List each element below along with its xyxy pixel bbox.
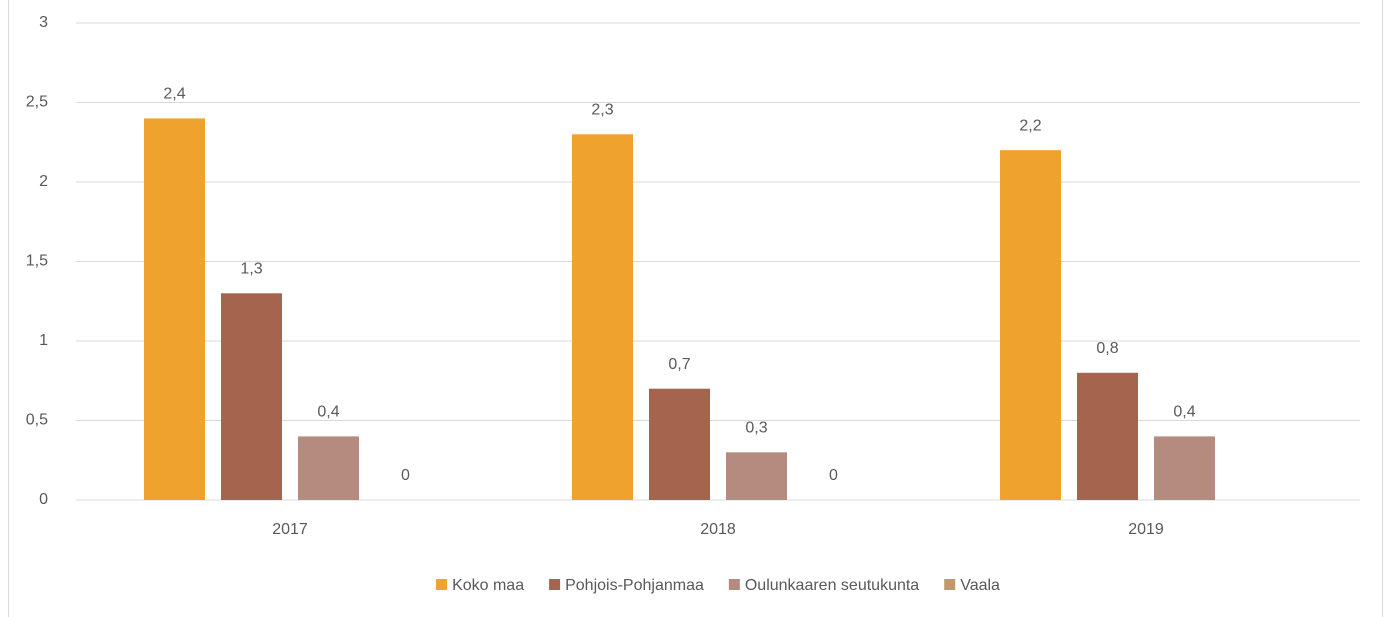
bar xyxy=(144,118,205,501)
bar xyxy=(649,388,710,500)
data-label: 0 xyxy=(401,467,410,484)
x-tick-label: 2018 xyxy=(700,521,736,538)
y-tick-label: 0 xyxy=(39,491,48,508)
y-tick-label: 2,5 xyxy=(26,94,48,111)
bar xyxy=(726,452,787,500)
x-tick-label: 2019 xyxy=(1128,521,1164,538)
data-label: 2,3 xyxy=(591,102,613,119)
data-label: 0,7 xyxy=(668,356,690,373)
data-label: 0,4 xyxy=(317,404,339,421)
bar xyxy=(1154,436,1215,500)
bar xyxy=(298,436,359,500)
legend-swatch xyxy=(944,579,956,590)
legend-label: Vaala xyxy=(960,577,1000,594)
bar xyxy=(1077,372,1138,500)
data-label: 0,3 xyxy=(745,420,767,437)
data-label: 1,3 xyxy=(240,261,262,278)
legend-label: Oulunkaaren seutukunta xyxy=(745,577,919,594)
legend-swatch xyxy=(549,579,561,590)
data-label: 2,4 xyxy=(163,86,185,103)
data-label: 2,2 xyxy=(1019,117,1041,134)
bar xyxy=(1000,150,1061,500)
bar xyxy=(572,134,633,501)
legend-label: Koko maa xyxy=(452,577,524,594)
legend-swatch xyxy=(728,579,740,590)
y-tick-label: 1 xyxy=(39,332,48,349)
bar xyxy=(221,293,282,500)
data-label: 0 xyxy=(829,467,838,484)
x-tick-label: 2017 xyxy=(272,521,308,538)
data-label: 0,4 xyxy=(1173,404,1195,421)
y-tick-label: 1,5 xyxy=(26,253,48,270)
y-tick-label: 0,5 xyxy=(26,412,48,429)
y-tick-label: 2 xyxy=(39,173,48,190)
y-tick-label: 3 xyxy=(39,14,48,31)
data-label: 0,8 xyxy=(1096,340,1118,357)
legend-label: Pohjois-Pohjanmaa xyxy=(565,577,704,594)
legend-swatch xyxy=(436,579,448,590)
